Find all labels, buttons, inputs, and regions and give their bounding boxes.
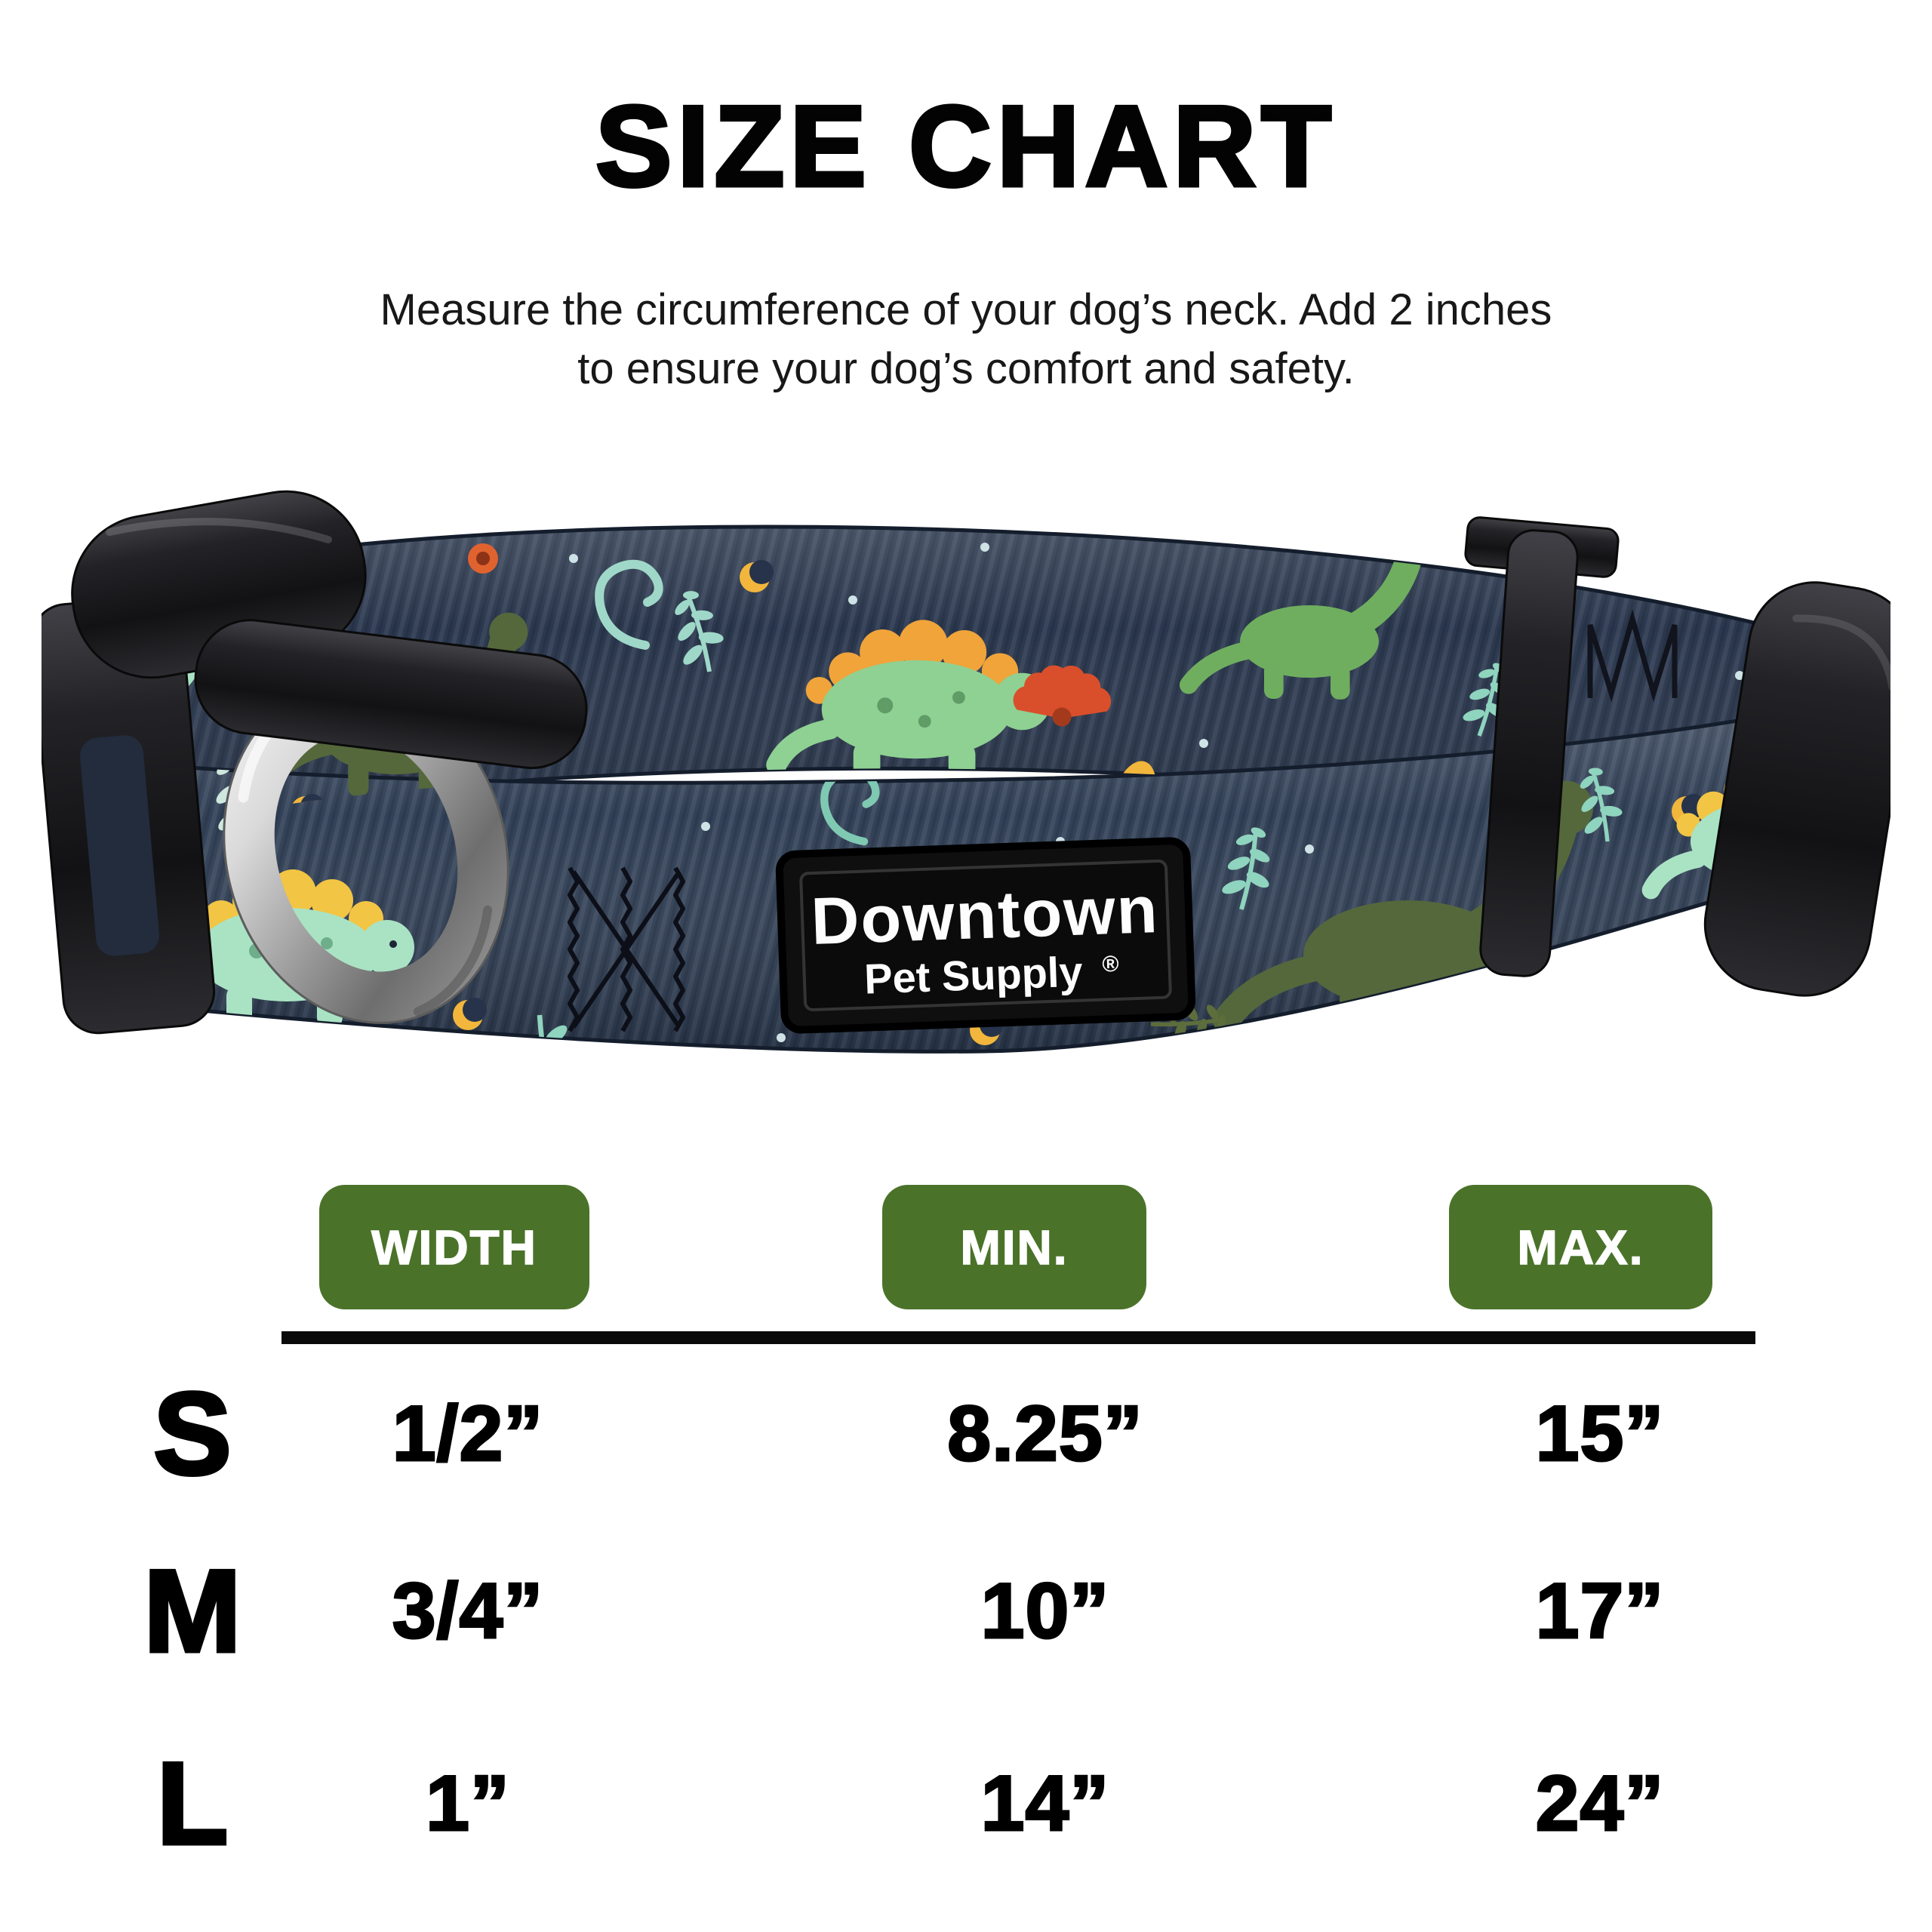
row-l-label: L — [155, 1737, 230, 1871]
row-s-width: 1/2” — [391, 1389, 544, 1478]
row-l-max: 24” — [1534, 1758, 1665, 1848]
subtitle-line-2: to ensure your dog’s comfort and safety. — [577, 344, 1355, 393]
row-m-width: 3/4” — [391, 1566, 544, 1656]
column-header-min: MIN. — [882, 1185, 1146, 1309]
page-title: SIZE CHART — [594, 82, 1337, 211]
tri-glide-slider — [1464, 516, 1620, 977]
row-l-min: 14” — [980, 1758, 1110, 1848]
buckle-female — [30, 490, 588, 1035]
registered-mark: ® — [1102, 952, 1119, 977]
d-ring — [223, 681, 509, 1024]
row-m-min: 10” — [980, 1566, 1110, 1656]
row-m-label: M — [142, 1544, 243, 1678]
column-header-width: WIDTH — [319, 1185, 589, 1309]
row-s-min: 8.25” — [946, 1389, 1143, 1478]
column-header-max: MAX. — [1449, 1185, 1712, 1309]
row-m-max: 17” — [1534, 1566, 1665, 1656]
subtitle-line-1: Measure the circumference of your dog’s … — [380, 285, 1552, 334]
row-l-width: 1” — [425, 1758, 511, 1848]
collar-illustration: Downtown Pet Supply ® — [30, 490, 1916, 1177]
row-s-max: 15” — [1534, 1389, 1665, 1478]
table-divider-line — [281, 1331, 1755, 1344]
brand-label-line2: Pet Supply — [863, 948, 1083, 1003]
brand-label-line1: Downtown — [810, 872, 1160, 958]
flower-icon — [468, 543, 498, 574]
collar-photo: Downtown Pet Supply ® — [30, 487, 1916, 1177]
row-s-label: S — [152, 1367, 233, 1501]
brand-label: Downtown Pet Supply ® — [775, 837, 1196, 1034]
